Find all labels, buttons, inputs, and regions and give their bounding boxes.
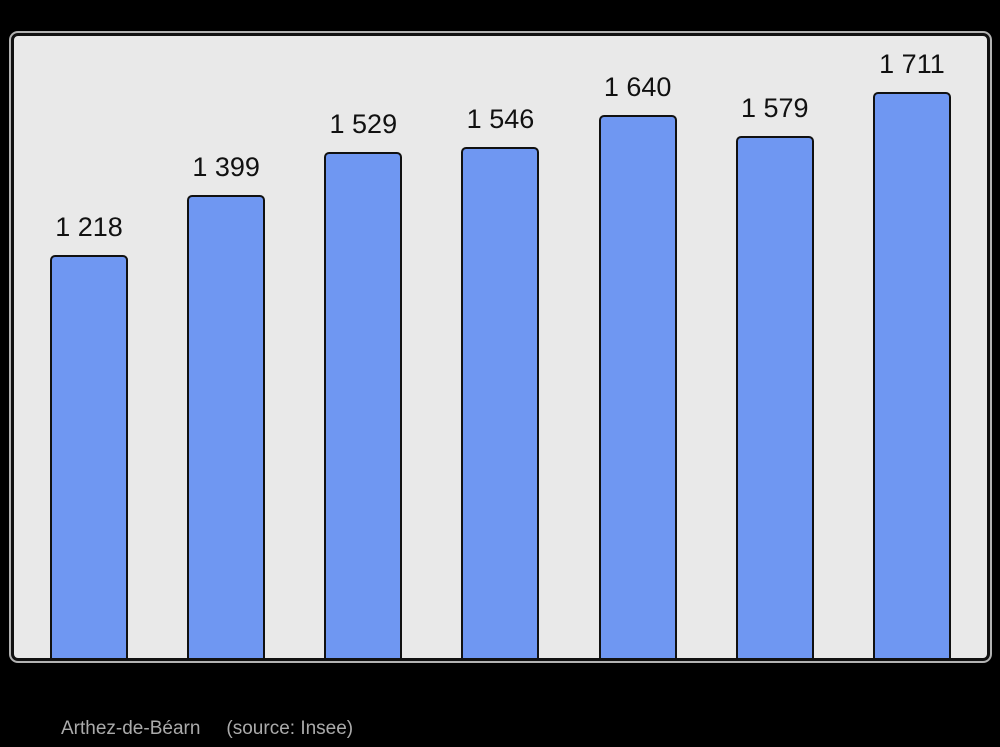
bar-slot: 1 546 bbox=[461, 104, 540, 658]
bar-value-label: 1 546 bbox=[466, 104, 535, 134]
bar-slot: 1 711 bbox=[872, 49, 951, 658]
bar-value-label: 1 579 bbox=[740, 93, 809, 123]
caption: Arthez-de-Béarn (source: Insee) bbox=[61, 718, 353, 740]
bar-slot: 1 218 bbox=[50, 214, 128, 658]
bar bbox=[735, 136, 814, 658]
bar-slot: 1 529 bbox=[324, 109, 403, 658]
bar-value-label: 1 640 bbox=[603, 72, 672, 102]
bar bbox=[461, 147, 540, 658]
bar bbox=[50, 255, 128, 658]
bar-slot: 1 640 bbox=[598, 72, 677, 658]
bar bbox=[598, 115, 677, 658]
caption-source: (source: Insee) bbox=[226, 718, 354, 739]
bar bbox=[187, 195, 266, 658]
caption-commune: Arthez-de-Béarn bbox=[61, 718, 201, 739]
bar-value-label: 1 218 bbox=[55, 212, 123, 242]
bars-container: 1 218 1 399 1 529 1 546 1 640 1 579 1 711 bbox=[14, 36, 987, 658]
plot-area: 1 218 1 399 1 529 1 546 1 640 1 579 1 711 bbox=[11, 33, 990, 661]
bar-value-label: 1 399 bbox=[192, 152, 260, 182]
bar-slot: 1 579 bbox=[735, 93, 814, 658]
bar-value-label: 1 711 bbox=[879, 49, 945, 79]
bar-value-label: 1 529 bbox=[329, 109, 398, 139]
bar bbox=[324, 152, 403, 658]
bar bbox=[872, 92, 951, 658]
bar-slot: 1 399 bbox=[187, 152, 266, 658]
